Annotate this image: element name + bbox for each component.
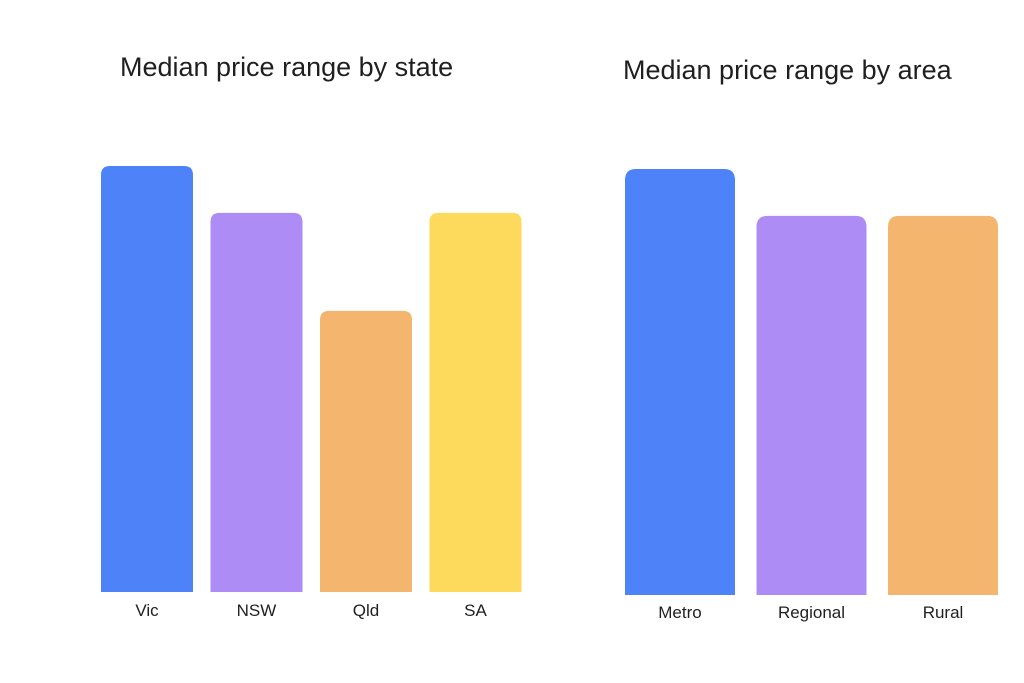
area-chart: Median price range by area Metro Regional…	[623, 55, 998, 622]
state-x-label-sa: SA	[464, 601, 487, 620]
state-chart-title: Median price range by state	[120, 52, 453, 82]
state-x-label-vic: Vic	[135, 601, 159, 620]
state-bar-nsw	[210, 212, 303, 593]
area-bar-rural	[888, 215, 998, 596]
state-chart: Median price range by state Vic NSW Qld SA	[101, 52, 522, 620]
area-x-label-regional: Regional	[778, 603, 845, 622]
area-x-label-metro: Metro	[658, 603, 701, 622]
area-chart-bars	[625, 169, 998, 596]
area-x-label-rural: Rural	[923, 603, 964, 622]
state-x-label-qld: Qld	[353, 601, 379, 620]
state-chart-x-labels: Vic NSW Qld SA	[135, 601, 487, 620]
area-chart-x-labels: Metro Regional Rural	[658, 603, 963, 622]
area-bar-regional	[756, 215, 867, 596]
state-chart-bars	[101, 166, 522, 593]
state-bar-qld	[320, 310, 412, 592]
area-chart-title: Median price range by area	[623, 55, 953, 85]
state-bar-vic	[101, 166, 193, 592]
state-x-label-nsw: NSW	[237, 601, 277, 620]
state-bar-sa	[429, 212, 522, 593]
area-bar-metro	[625, 169, 735, 595]
